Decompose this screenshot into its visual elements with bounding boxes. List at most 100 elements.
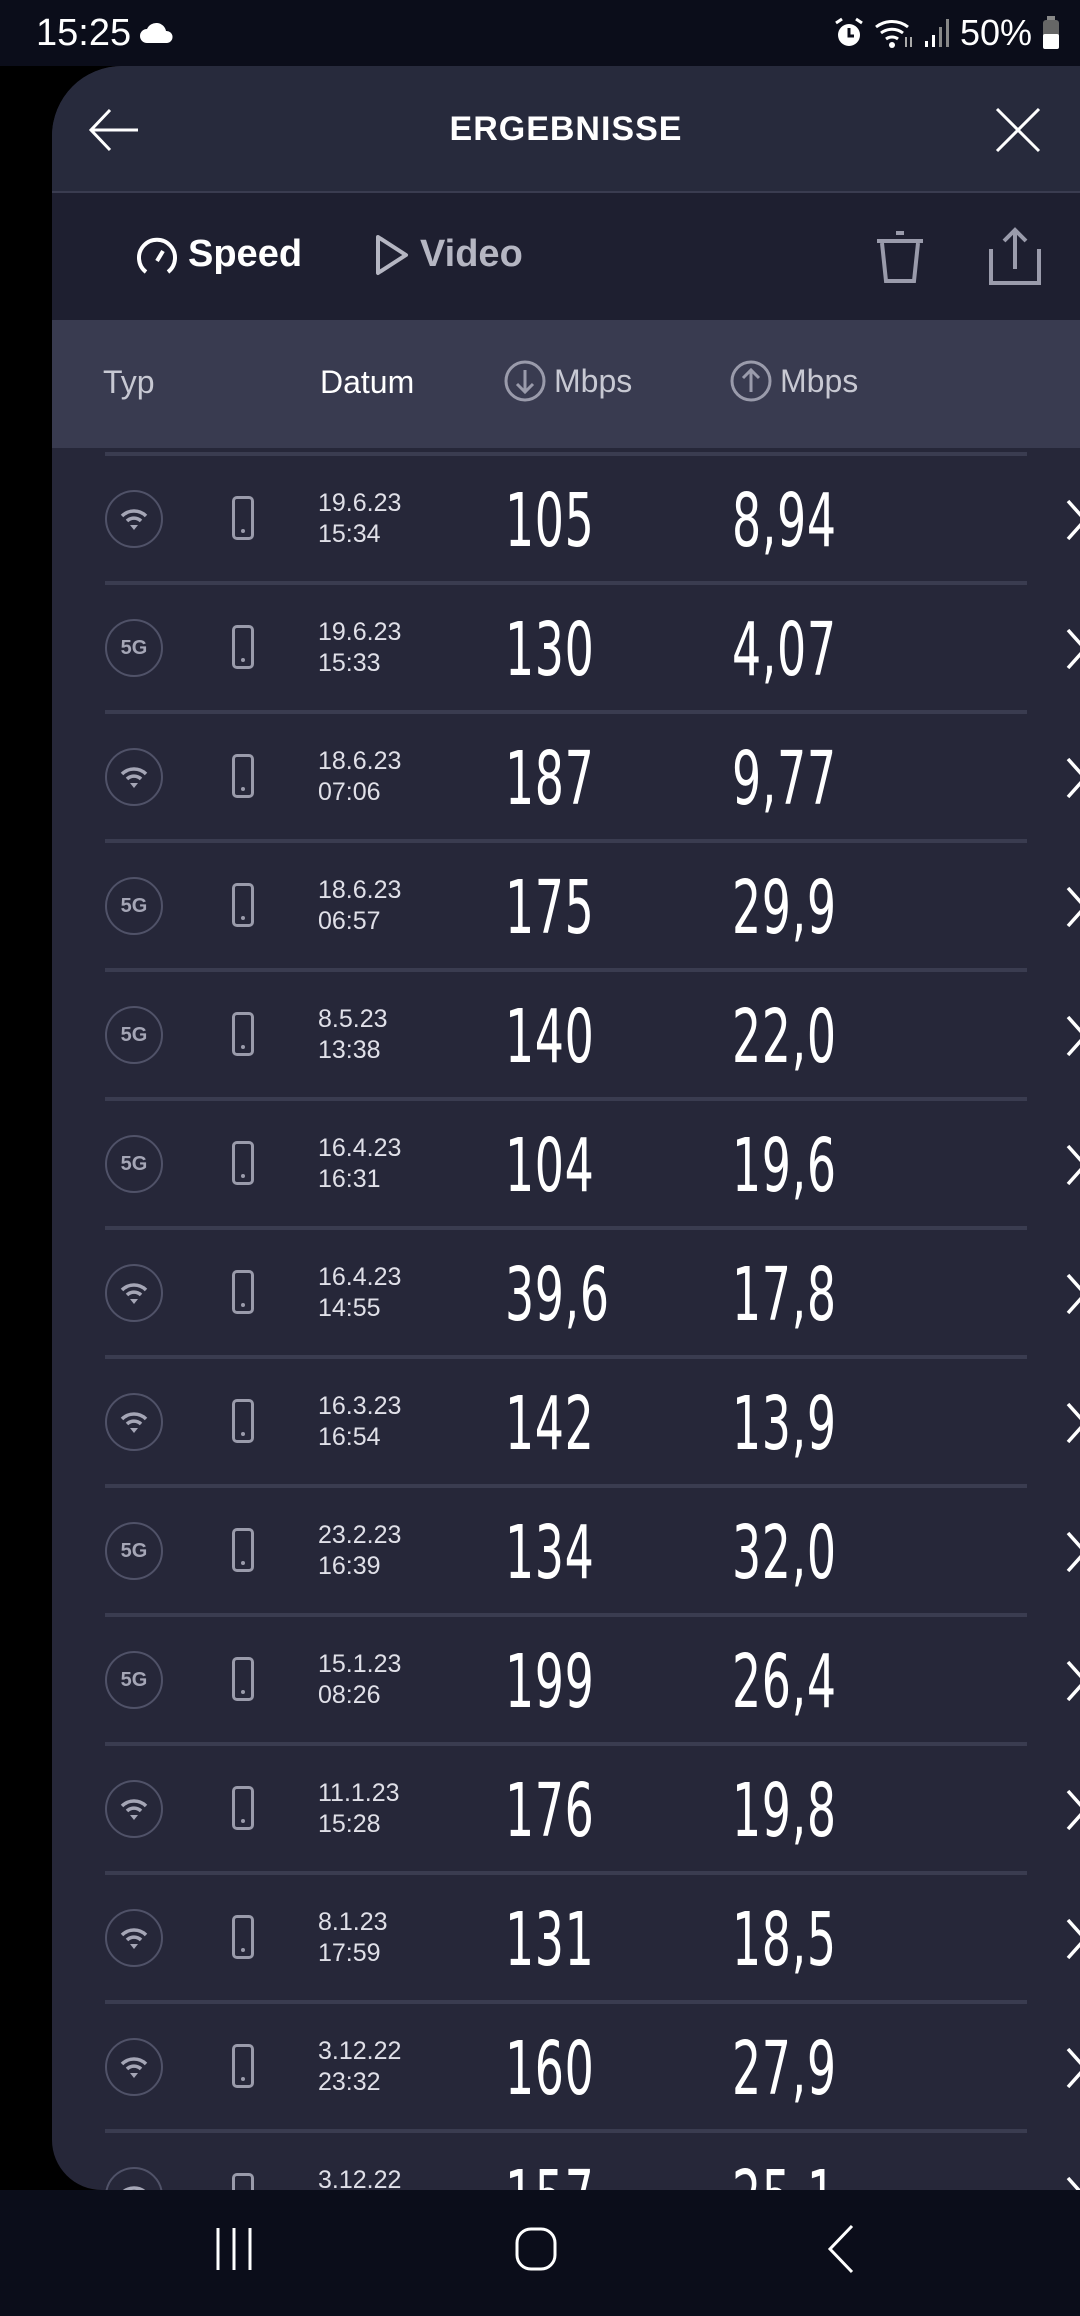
date: 16.4.23 <box>318 1263 402 1291</box>
upload-value: 9,77 <box>732 736 837 822</box>
back-icon[interactable] <box>826 2224 856 2274</box>
table-row[interactable]: 3.12.22 23:32 160 27,9 <box>105 2000 1080 2129</box>
upload-value: 19,8 <box>732 1768 837 1854</box>
chevron-right-icon[interactable] <box>1065 1272 1080 1316</box>
share-icon[interactable] <box>988 227 1042 285</box>
time: 06:57 <box>318 907 381 935</box>
chevron-right-icon[interactable] <box>1065 1014 1080 1058</box>
chevron-right-icon[interactable] <box>1065 627 1080 671</box>
home-icon[interactable] <box>514 2226 560 2272</box>
phone-icon <box>232 1528 254 1572</box>
5g-icon: 5G <box>105 1651 163 1709</box>
chevron-right-icon[interactable] <box>1065 2046 1080 2090</box>
table-row[interactable]: 5G 16.4.23 16:31 104 19,6 <box>105 1097 1080 1226</box>
results-list: 19.6.23 15:34 105 8,94 5G 19.6.23 15:33 130 4,07… <box>52 452 1080 2190</box>
download-value: 142 <box>505 1381 595 1467</box>
recent-apps-icon[interactable] <box>212 2226 256 2272</box>
upload-value: 27,9 <box>732 2026 837 2112</box>
table-row[interactable]: 3.12.22 157 25,1 <box>105 2129 1080 2190</box>
upload-value: 25,1 <box>732 2155 837 2190</box>
table-row[interactable]: 5G 19.6.23 15:33 130 4,07 <box>105 581 1080 710</box>
wifi-icon <box>105 1393 163 1451</box>
date: 18.6.23 <box>318 747 402 775</box>
phone-icon <box>232 496 254 540</box>
date: 3.12.22 <box>318 2037 402 2065</box>
time: 16:39 <box>318 1552 381 1580</box>
battery-icon <box>1043 16 1059 49</box>
5g-icon: 5G <box>105 1522 163 1580</box>
date-time: 16.4.23 14:55 <box>318 1262 401 1324</box>
download-value: 39,6 <box>505 1252 610 1338</box>
time: 08:26 <box>318 1681 381 1709</box>
phone-icon <box>232 1915 254 1959</box>
5g-icon: 5G <box>105 1006 163 1064</box>
time: 14:55 <box>318 1294 381 1322</box>
column-date: Datum <box>320 364 415 400</box>
upload-icon <box>730 360 772 402</box>
download-value: 130 <box>505 607 595 693</box>
phone-icon <box>232 883 254 927</box>
date: 19.6.23 <box>318 618 402 646</box>
chevron-right-icon[interactable] <box>1065 1401 1080 1445</box>
chevron-right-icon[interactable] <box>1065 1143 1080 1187</box>
chevron-right-icon[interactable] <box>1065 1788 1080 1832</box>
clock: 15:25 <box>36 11 132 54</box>
download-value: 105 <box>505 478 595 564</box>
time: 15:28 <box>318 1810 381 1838</box>
date-time: 8.1.23 17:59 <box>318 1907 388 1969</box>
phone-icon <box>232 1786 254 1830</box>
date-time: 3.12.22 <box>318 2165 401 2190</box>
time: 07:06 <box>318 778 381 806</box>
table-row[interactable]: 5G 8.5.23 13:38 140 22,0 <box>105 968 1080 1097</box>
date-time: 8.5.23 13:38 <box>318 1004 388 1066</box>
chevron-right-icon[interactable] <box>1065 498 1080 542</box>
column-upload: Mbps <box>730 360 858 402</box>
chevron-right-icon[interactable] <box>1065 1659 1080 1703</box>
time: 23:32 <box>318 2068 381 2096</box>
results-panel: ERGEBNISSE Speed Video Typ Datum Mbps Mb… <box>52 66 1080 2190</box>
column-type: Typ <box>103 364 155 400</box>
column-download: Mbps <box>504 360 632 402</box>
download-value: 160 <box>505 2026 595 2112</box>
table-row[interactable]: 5G 23.2.23 16:39 134 32,0 <box>105 1484 1080 1613</box>
table-row[interactable]: 5G 18.6.23 06:57 175 29,9 <box>105 839 1080 968</box>
date-time: 19.6.23 15:34 <box>318 488 401 550</box>
wifi-icon <box>105 748 163 806</box>
phone-icon <box>232 1657 254 1701</box>
wifi-icon <box>875 20 912 48</box>
chevron-right-icon[interactable] <box>1065 756 1080 800</box>
close-icon[interactable] <box>994 106 1042 154</box>
download-value: 199 <box>505 1639 595 1725</box>
chevron-right-icon[interactable] <box>1065 1917 1080 1961</box>
download-value: 175 <box>505 865 595 951</box>
table-row[interactable]: 8.1.23 17:59 131 18,5 <box>105 1871 1080 2000</box>
table-row[interactable]: 18.6.23 07:06 187 9,77 <box>105 710 1080 839</box>
chevron-right-icon[interactable] <box>1065 2175 1080 2190</box>
download-icon <box>504 360 546 402</box>
tab-speed[interactable]: Speed <box>136 233 302 276</box>
wifi-icon <box>105 2167 163 2190</box>
page-title: ERGEBNISSE <box>449 110 683 148</box>
table-row[interactable]: 5G 15.1.23 08:26 199 26,4 <box>105 1613 1080 1742</box>
wifi-icon <box>105 490 163 548</box>
wifi-icon <box>105 1909 163 1967</box>
table-row[interactable]: 16.3.23 16:54 142 13,9 <box>105 1355 1080 1484</box>
date-time: 18.6.23 07:06 <box>318 746 401 808</box>
table-row[interactable]: 16.4.23 14:55 39,6 17,8 <box>105 1226 1080 1355</box>
5g-icon: 5G <box>105 1135 163 1193</box>
date-time: 16.3.23 16:54 <box>318 1391 401 1453</box>
phone-icon <box>232 2173 254 2190</box>
table-row[interactable]: 11.1.23 15:28 176 19,8 <box>105 1742 1080 1871</box>
chevron-right-icon[interactable] <box>1065 885 1080 929</box>
arrow-left-icon[interactable] <box>88 104 140 156</box>
date-time: 16.4.23 16:31 <box>318 1133 401 1195</box>
chevron-right-icon[interactable] <box>1065 1530 1080 1574</box>
date-time: 23.2.23 16:39 <box>318 1520 401 1582</box>
time: 16:31 <box>318 1165 381 1193</box>
tab-video[interactable]: Video <box>374 233 523 276</box>
table-row[interactable]: 19.6.23 15:34 105 8,94 <box>105 452 1080 581</box>
signal-icon <box>924 19 949 47</box>
play-icon <box>376 234 408 275</box>
phone-icon <box>232 1270 254 1314</box>
trash-icon[interactable] <box>874 229 926 285</box>
